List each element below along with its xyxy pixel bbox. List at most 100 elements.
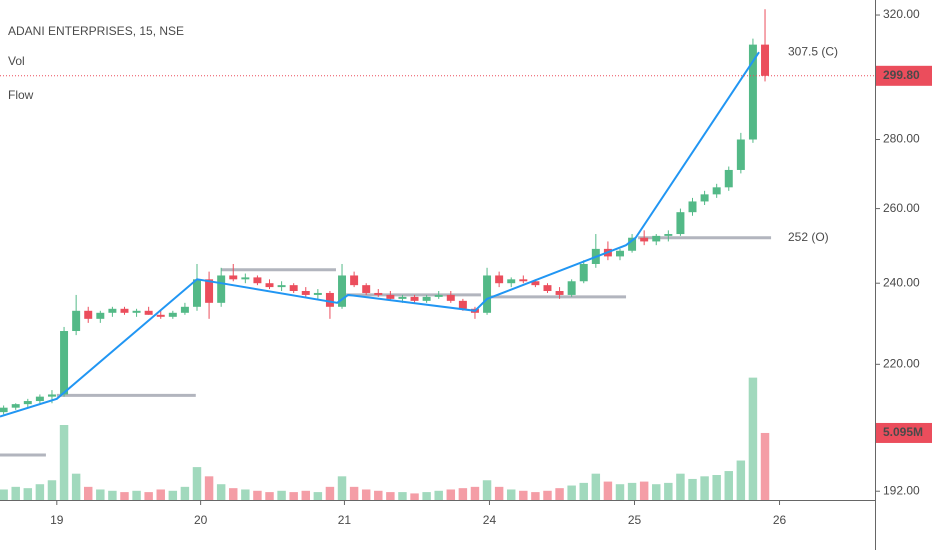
candle-body (253, 277, 262, 284)
volume-bar (446, 489, 456, 500)
candle-body (132, 310, 141, 313)
volume-bar (519, 490, 528, 500)
candle-body (217, 275, 226, 303)
volume-bar (410, 493, 419, 500)
volume-bar (470, 486, 480, 500)
y-tick-label: 240.00 (883, 275, 920, 289)
volume-bar (506, 489, 516, 500)
last-volume-tag (876, 422, 932, 443)
candle-body (301, 291, 310, 295)
volume-bar (458, 488, 468, 500)
volume-bar (71, 473, 81, 500)
x-tick-label: 26 (773, 513, 787, 527)
volume-bar (59, 425, 69, 500)
candle-body (120, 308, 129, 313)
candle-body (193, 279, 201, 307)
x-tick-label: 21 (338, 513, 352, 527)
candle-body (495, 275, 504, 284)
candle-body (156, 314, 165, 317)
volume-bar (531, 492, 540, 500)
candle-body (374, 292, 383, 295)
x-tick-label: 19 (50, 513, 64, 527)
candle-body (761, 44, 770, 76)
volume-bar (748, 377, 758, 500)
candle-body (84, 310, 93, 319)
candle-body (180, 306, 189, 313)
volume-bar (216, 484, 226, 500)
volume-bar (567, 485, 576, 500)
volume-bar (253, 490, 262, 500)
candle-body (144, 310, 153, 315)
indicator-label: Vol (8, 54, 25, 68)
candle-body (446, 294, 455, 301)
volume-bar (108, 490, 117, 500)
y-tick-label: 320.00 (883, 7, 920, 21)
candle-body (664, 234, 673, 236)
candle-body (313, 292, 322, 295)
candle-body (434, 294, 443, 297)
candle-body (60, 331, 69, 395)
last-price-tag (876, 65, 932, 86)
candle-body (96, 312, 105, 319)
candle-body (422, 296, 431, 301)
volume-bar (47, 480, 57, 500)
volume-bar (156, 489, 165, 500)
candle-body (724, 169, 733, 188)
y-tick-label: 220.00 (883, 356, 920, 370)
volume-bar (241, 489, 250, 500)
level-annotation: 307.5 (C) (788, 44, 838, 58)
volume-bar (83, 486, 93, 500)
candle-body (567, 281, 576, 295)
volume-bar (615, 484, 625, 500)
x-tick-label: 20 (194, 513, 208, 527)
volume-bar (313, 492, 323, 500)
candle-body (736, 139, 745, 170)
y-tick-label: 280.00 (883, 132, 920, 146)
candle-body (676, 212, 685, 235)
volume-bar (349, 486, 359, 500)
volume-bar (639, 481, 649, 500)
candle-body (289, 285, 298, 292)
candle-body (350, 275, 359, 286)
volume-bar (204, 476, 214, 500)
candle-body (628, 237, 637, 251)
volume-bar (35, 484, 45, 500)
candle-body (398, 296, 407, 299)
candle-body (72, 310, 81, 332)
candle-body (265, 283, 274, 288)
volume-bar (11, 486, 20, 500)
candle-body (640, 237, 649, 242)
volume-bar (325, 486, 335, 500)
candle-body (543, 285, 552, 292)
candle-body (688, 201, 697, 213)
candle-body (531, 281, 540, 286)
candle-body (47, 394, 56, 397)
volume-bar (627, 482, 637, 500)
last-price-label: 299.80 (883, 68, 920, 82)
volume-bar (736, 460, 746, 500)
volume-bar (579, 482, 588, 500)
volume-bar (374, 490, 383, 500)
volume-bar (688, 478, 697, 500)
volume-bar (192, 467, 202, 500)
volume-bar (712, 475, 721, 500)
y-tick-label: 192.00 (883, 483, 920, 497)
candle-body (108, 308, 117, 313)
candle-body (616, 250, 624, 257)
volume-bar (96, 489, 105, 500)
candle-body (35, 396, 44, 402)
volume-bar (555, 488, 564, 500)
volume-bar (700, 476, 709, 500)
volume-bar (361, 489, 371, 500)
candle-body (386, 294, 395, 299)
volume-bar (301, 490, 310, 500)
y-tick-label: 260.00 (883, 201, 920, 215)
volume-bar (591, 473, 601, 500)
volume-bar (652, 484, 661, 500)
candle-body (241, 277, 250, 280)
candle-body (0, 407, 8, 413)
volume-bar (760, 432, 770, 500)
candle-body (229, 275, 238, 280)
